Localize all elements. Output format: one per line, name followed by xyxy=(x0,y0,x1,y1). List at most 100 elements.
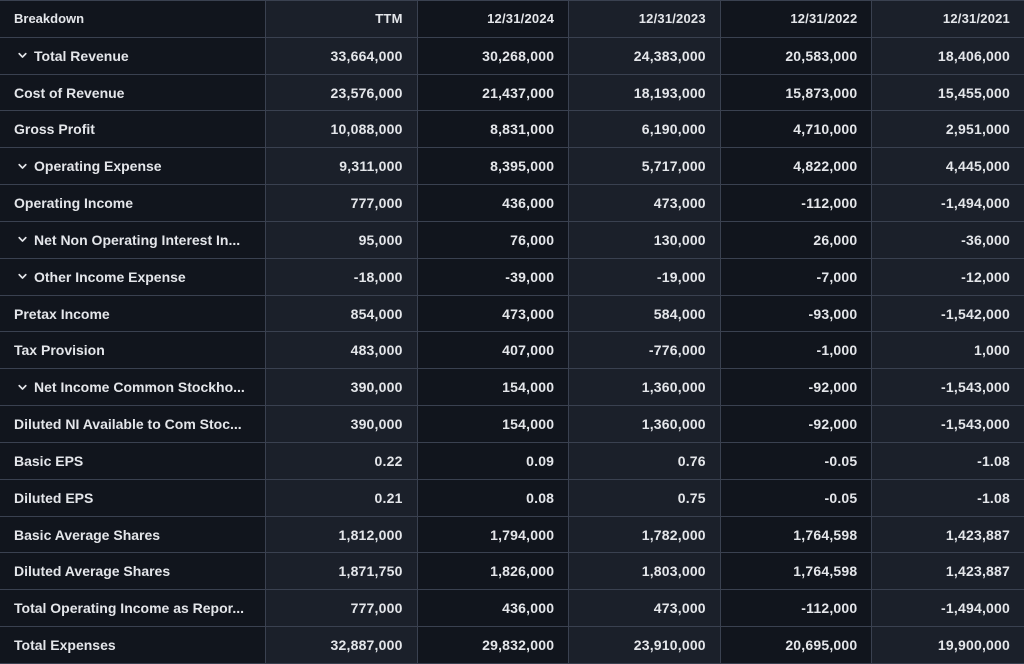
row-label: Total Operating Income as Repor... xyxy=(14,600,245,617)
value-cell: -1.08 xyxy=(872,479,1024,516)
value-cell: -112,000 xyxy=(720,590,873,627)
value-cell: 1,826,000 xyxy=(417,553,570,590)
value-cell: -1.08 xyxy=(872,442,1024,479)
row-label-cell: Diluted EPS xyxy=(0,479,266,516)
value-cell: 4,710,000 xyxy=(720,111,873,148)
row-label-cell: Cost of Revenue xyxy=(0,74,266,111)
row-label-cell: Operating Income xyxy=(0,185,266,221)
table-row: Diluted EPS 0.21 0.08 0.75 -0.05 -1.08 xyxy=(0,479,1024,517)
value-cell: 1,782,000 xyxy=(569,516,721,553)
chevron-down-icon[interactable] xyxy=(16,50,28,62)
value-cell: 18,406,000 xyxy=(872,37,1024,74)
row-label: Net Non Operating Interest In... xyxy=(34,231,241,248)
value-cell: -1,494,000 xyxy=(872,590,1024,627)
column-header-period: TTM xyxy=(266,1,418,37)
row-label-cell: Total Expenses xyxy=(0,627,266,663)
value-cell: 8,395,000 xyxy=(417,148,570,185)
row-label-cell[interactable]: Operating Expense xyxy=(0,148,266,185)
value-cell: 95,000 xyxy=(266,221,418,258)
value-cell: 473,000 xyxy=(569,590,721,627)
value-cell: 777,000 xyxy=(266,185,418,221)
value-cell: -1,542,000 xyxy=(872,295,1024,332)
row-label-cell: Gross Profit xyxy=(0,111,266,148)
table-row: Cost of Revenue 23,576,000 21,437,000 18,19… xyxy=(0,74,1024,112)
row-label: Total Revenue xyxy=(34,47,129,64)
row-label: Total Expenses xyxy=(14,637,116,654)
value-cell: -36,000 xyxy=(872,221,1024,258)
table-row: Other Income Expense -18,000 -39,000 -19,00… xyxy=(0,258,1024,296)
chevron-down-icon[interactable] xyxy=(16,160,28,172)
value-cell: 854,000 xyxy=(266,295,418,332)
table-row: Total Operating Income as Repor... 777,00… xyxy=(0,590,1024,628)
value-cell: -12,000 xyxy=(872,258,1024,295)
value-cell: 1,764,598 xyxy=(720,516,873,553)
row-label: Pretax Income xyxy=(14,305,110,322)
value-cell: 390,000 xyxy=(266,406,418,442)
row-label-cell[interactable]: Net Non Operating Interest In... xyxy=(0,221,266,258)
value-cell: 23,910,000 xyxy=(569,627,721,663)
value-cell: 130,000 xyxy=(569,221,721,258)
value-cell: 0.08 xyxy=(417,479,570,516)
value-cell: -776,000 xyxy=(569,332,721,369)
row-label-cell[interactable]: Net Income Common Stockho... xyxy=(0,369,266,406)
value-cell: 436,000 xyxy=(417,185,570,221)
column-header-period: 12/31/2023 xyxy=(569,1,721,37)
value-cell: 21,437,000 xyxy=(417,74,570,111)
value-cell: 1,423,887 xyxy=(872,516,1024,553)
table-row: Net Income Common Stockho... 390,000 154,0… xyxy=(0,369,1024,407)
value-cell: -1,543,000 xyxy=(872,406,1024,442)
table-row: Total Revenue 33,664,000 30,268,000 24,383,… xyxy=(0,37,1024,75)
value-cell: -19,000 xyxy=(569,258,721,295)
value-cell: 32,887,000 xyxy=(266,627,418,663)
row-label: Tax Provision xyxy=(14,342,105,359)
row-label: Basic EPS xyxy=(14,452,84,469)
value-cell: 483,000 xyxy=(266,332,418,369)
row-label-cell[interactable]: Total Revenue xyxy=(0,37,266,74)
table-row: Operating Expense 9,311,000 8,395,000 5,717… xyxy=(0,148,1024,186)
value-cell: 777,000 xyxy=(266,590,418,627)
row-label: Diluted NI Available to Com Stoc... xyxy=(14,416,242,433)
value-cell: 1,812,000 xyxy=(266,516,418,553)
row-label-cell: Diluted NI Available to Com Stoc... xyxy=(0,406,266,442)
chevron-down-icon[interactable] xyxy=(16,234,28,246)
value-cell: -0.05 xyxy=(720,479,873,516)
row-label: Gross Profit xyxy=(14,121,95,138)
row-label-cell: Basic EPS xyxy=(0,442,266,479)
value-cell: 4,445,000 xyxy=(872,148,1024,185)
chevron-down-icon[interactable] xyxy=(16,271,28,283)
value-cell: 29,832,000 xyxy=(417,627,570,663)
row-label-cell: Tax Provision xyxy=(0,332,266,369)
row-label-cell: Diluted Average Shares xyxy=(0,553,266,590)
value-cell: 473,000 xyxy=(417,295,570,332)
value-cell: 20,695,000 xyxy=(720,627,873,663)
value-cell: 390,000 xyxy=(266,369,418,406)
value-cell: -1,543,000 xyxy=(872,369,1024,406)
table-row: Tax Provision 483,000 407,000 -776,000 -1,00… xyxy=(0,332,1024,370)
row-label: Net Income Common Stockho... xyxy=(34,379,245,396)
table-row: Pretax Income 854,000 473,000 584,000 -93,00… xyxy=(0,295,1024,333)
row-label-cell: Basic Average Shares xyxy=(0,516,266,553)
table-row: Basic Average Shares 1,812,000 1,794,000 1,… xyxy=(0,516,1024,554)
value-cell: 1,871,750 xyxy=(266,553,418,590)
value-cell: 5,717,000 xyxy=(569,148,721,185)
row-label-cell[interactable]: Other Income Expense xyxy=(0,258,266,295)
value-cell: 9,311,000 xyxy=(266,148,418,185)
value-cell: 154,000 xyxy=(417,369,570,406)
value-cell: 18,193,000 xyxy=(569,74,721,111)
value-cell: -7,000 xyxy=(720,258,873,295)
row-label-cell: Total Operating Income as Repor... xyxy=(0,590,266,627)
value-cell: 1,794,000 xyxy=(417,516,570,553)
row-label: Basic Average Shares xyxy=(14,526,161,543)
value-cell: 436,000 xyxy=(417,590,570,627)
value-cell: -92,000 xyxy=(720,369,873,406)
chevron-down-icon[interactable] xyxy=(16,381,28,393)
value-cell: 20,583,000 xyxy=(720,37,873,74)
table-row: Diluted NI Available to Com Stoc... 390,0… xyxy=(0,406,1024,443)
value-cell: 1,360,000 xyxy=(569,369,721,406)
value-cell: 15,455,000 xyxy=(872,74,1024,111)
value-cell: 15,873,000 xyxy=(720,74,873,111)
value-cell: 26,000 xyxy=(720,221,873,258)
value-cell: 1,000 xyxy=(872,332,1024,369)
row-label: Diluted Average Shares xyxy=(14,563,171,580)
value-cell: 154,000 xyxy=(417,406,570,442)
